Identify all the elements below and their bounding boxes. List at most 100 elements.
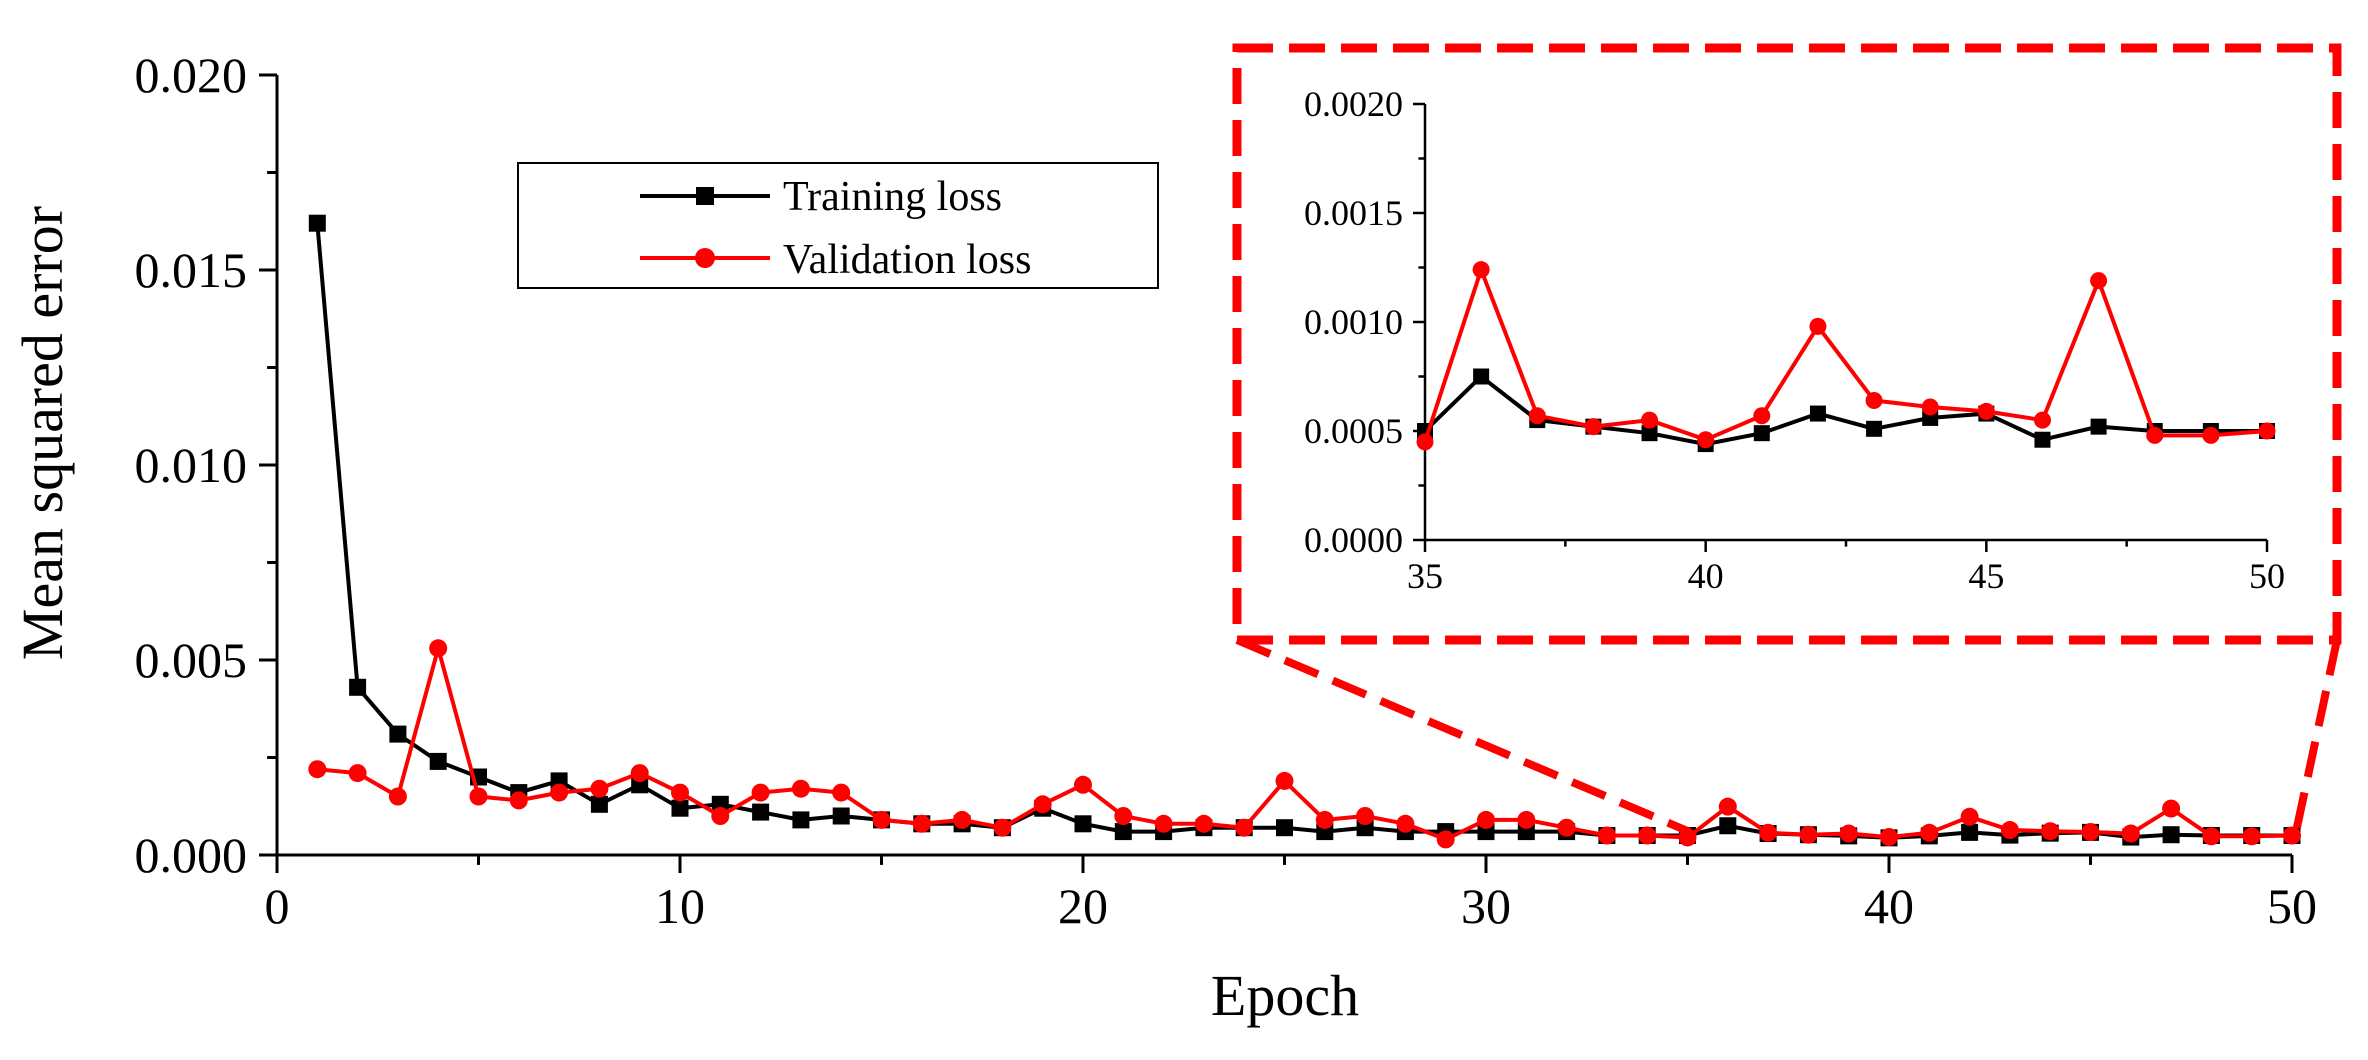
- main-validation-loss-point: [2162, 799, 2181, 818]
- inset-validation-loss-point: [1472, 261, 1490, 279]
- inset-training-loss-line: [1423, 374, 2267, 447]
- inset-validation-loss-point: [1809, 317, 1827, 335]
- main-validation-loss-point: [308, 760, 327, 779]
- y-axis-label: Mean squared error: [10, 206, 75, 660]
- main-validation-loss-point: [550, 783, 569, 802]
- inset-validation-loss-point: [2202, 426, 2220, 444]
- main-validation-loss-point: [1235, 818, 1254, 837]
- main-validation-loss-point: [2000, 821, 2019, 840]
- main-validation-loss-point: [1356, 807, 1375, 825]
- main-validation-loss-point: [388, 787, 407, 806]
- inset-validation-loss-point: [1865, 391, 1883, 409]
- inset-x-tick-label: 50: [2249, 556, 2285, 596]
- inset-training-loss-point: [2034, 431, 2051, 448]
- inset-validation-loss-point: [2033, 411, 2051, 429]
- main-training-loss-point: [671, 799, 689, 817]
- legend-validation-label: Validation loss: [783, 237, 1032, 283]
- inset-validation-loss-line: [1423, 267, 2268, 443]
- main-validation-loss-point: [1718, 797, 1737, 816]
- zoom-box: [1232, 43, 2342, 645]
- main-x-tick-label: 50: [2267, 878, 2317, 934]
- inset-y-tick-label: 0.0005: [1304, 411, 1403, 451]
- main-y-tick-label: 0.020: [135, 47, 248, 103]
- inset-validation-loss-point: [1416, 433, 1434, 451]
- main-validation-loss-point: [1396, 814, 1415, 833]
- main-y-tick-label: 0.010: [135, 437, 248, 493]
- legend-training-label: Training loss: [783, 174, 1002, 220]
- main-training-loss-point: [752, 803, 770, 821]
- main-validation-loss-point: [1477, 810, 1495, 829]
- legend-validation-marker: [695, 248, 715, 268]
- main-validation-loss-point: [1517, 810, 1536, 829]
- main-validation-loss-point: [1074, 775, 1092, 794]
- inset-training-loss-point: [2090, 418, 2107, 435]
- main-validation-loss-point: [1194, 814, 1213, 833]
- main-validation-loss-point: [348, 764, 367, 783]
- inset-validation-loss-point: [1697, 431, 1715, 449]
- main-validation-loss-point: [1033, 795, 1052, 814]
- main-validation-loss-point: [1597, 826, 1616, 845]
- zoom-indicator: [1232, 43, 2342, 836]
- inset-validation-loss-point: [1641, 411, 1659, 429]
- main-training-loss-point: [1719, 817, 1737, 835]
- main-validation-loss-point: [2081, 822, 2100, 841]
- inset-validation-loss-point: [1977, 402, 1995, 420]
- main-validation-loss-point: [1557, 818, 1576, 837]
- main-validation-loss-point: [1275, 771, 1294, 790]
- main-axes: 0 10 20 30 40 50 0.000 0.005 0.010 0.015 0.020: [135, 47, 2318, 934]
- main-training-loss-point: [792, 811, 810, 829]
- inset-training-loss-point: [1753, 425, 1770, 442]
- main-validation-loss-point: [2041, 822, 2060, 841]
- main-validation-loss-point: [671, 783, 689, 802]
- main-training-loss-point: [429, 752, 447, 770]
- main-training-loss-point: [832, 807, 850, 825]
- main-validation-loss-point: [509, 791, 528, 810]
- inset-validation-loss-point: [2258, 422, 2276, 440]
- inset-plot-series: [1416, 261, 2276, 453]
- main-validation-loss-point: [1436, 830, 1455, 849]
- legend: Training loss Validation loss: [517, 162, 1159, 289]
- main-y-tick-label: 0.000: [135, 827, 248, 883]
- main-x-tick-label: 0: [265, 878, 290, 934]
- main-training-loss-point: [590, 795, 608, 813]
- main-validation-loss-point: [1880, 828, 1898, 847]
- main-validation-loss-point: [2202, 827, 2221, 846]
- main-y-tick-label: 0.005: [135, 632, 248, 688]
- main-validation-loss-point: [872, 810, 891, 829]
- inset-y-tick-label: 0.0010: [1304, 302, 1403, 342]
- main-validation-loss-point: [2283, 826, 2301, 845]
- main-validation-loss-point: [1839, 824, 1858, 843]
- main-x-tick-label: 10: [655, 878, 705, 934]
- main-validation-loss-point: [912, 814, 931, 833]
- inset-validation-loss-point: [2090, 272, 2108, 290]
- main-validation-loss-point: [1920, 823, 1939, 842]
- inset-x-tick-label: 45: [1968, 556, 2004, 596]
- main-validation-loss-point: [711, 807, 730, 825]
- main-validation-loss-point: [1154, 814, 1173, 833]
- legend-training-marker: [696, 187, 714, 205]
- main-training-loss-point: [308, 214, 326, 232]
- main-validation-loss-point: [1315, 810, 1334, 829]
- inset-training-loss-point: [1641, 425, 1658, 442]
- main-training-loss-point: [1114, 823, 1132, 841]
- main-validation-loss-point: [993, 818, 1012, 837]
- inset-validation-loss-point: [1528, 407, 1546, 425]
- main-validation-loss-point: [751, 783, 770, 802]
- main-x-tick-label: 30: [1461, 878, 1511, 934]
- main-x-tick-label: 20: [1058, 878, 1108, 934]
- main-training-loss-point: [2162, 826, 2180, 844]
- main-validation-loss-line: [317, 646, 2293, 842]
- inset-validation-loss-point: [2146, 426, 2164, 444]
- main-x-tick-label: 40: [1864, 878, 1914, 934]
- main-training-loss-point: [349, 678, 367, 696]
- inset-validation-loss-point: [1584, 418, 1602, 436]
- zoom-connector-right: [2292, 639, 2341, 833]
- main-y-tick-label: 0.015: [135, 242, 248, 298]
- inset-y-tick-label: 0.0020: [1304, 84, 1403, 124]
- legend-box: [517, 162, 1159, 289]
- inset-x-tick-label: 40: [1688, 556, 1724, 596]
- main-plot-series: [308, 214, 2301, 849]
- main-validation-loss-point: [1759, 823, 1778, 842]
- main-validation-loss-point: [1114, 807, 1133, 825]
